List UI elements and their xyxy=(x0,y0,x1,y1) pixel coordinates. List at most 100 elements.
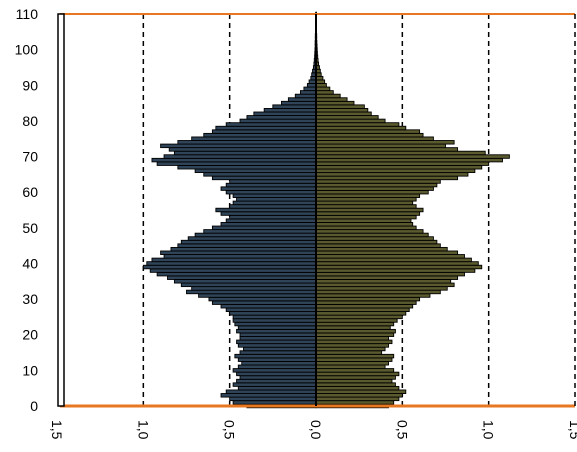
bar-right-age-9 xyxy=(315,371,400,377)
bar-right-age-87 xyxy=(315,93,341,99)
bar-right-age-88 xyxy=(315,90,334,95)
bar-right-age-24 xyxy=(315,318,398,323)
y-tick-label: 10 xyxy=(22,362,38,378)
bar-left-age-25 xyxy=(232,314,317,320)
bar-left-age-62 xyxy=(225,182,317,188)
bar-left-age-82 xyxy=(253,111,317,116)
bar-right-age-25 xyxy=(315,314,403,320)
bar-left-age-81 xyxy=(246,115,317,120)
bar-right-age-72 xyxy=(315,147,459,152)
x-tick-label: 1,0 xyxy=(481,420,497,440)
bar-left-age-24 xyxy=(232,318,317,323)
bar-left-age-3 xyxy=(220,393,317,398)
bar-right-age-56 xyxy=(315,204,417,209)
bar-right-age-44 xyxy=(315,246,448,252)
bar-right-age-11 xyxy=(315,364,386,370)
y-tick-label: 70 xyxy=(22,149,38,165)
bar-left-age-71 xyxy=(173,150,317,156)
bar-right-age-16 xyxy=(315,346,386,352)
bar-left-age-85 xyxy=(281,100,317,106)
bar-right-age-55 xyxy=(315,207,424,213)
bar-left-age-19 xyxy=(239,336,317,341)
bar-left-age-60 xyxy=(225,189,317,195)
bar-left-age-18 xyxy=(236,339,317,345)
bar-left-age-87 xyxy=(294,93,317,99)
bar-right-age-23 xyxy=(315,321,395,327)
bar-left-age-88 xyxy=(300,90,317,95)
bar-right-age-19 xyxy=(315,336,389,341)
bar-left-age-30 xyxy=(208,296,317,302)
bar-left-age-22 xyxy=(237,325,317,330)
x-tick-label: 1,5 xyxy=(49,420,65,440)
bar-left-age-16 xyxy=(243,346,317,352)
bar-right-age-43 xyxy=(315,250,459,255)
bar-right-age-37 xyxy=(315,271,465,277)
bar-left-age-2 xyxy=(229,396,317,402)
y-tick-label: 30 xyxy=(22,291,38,307)
x-tick-label: 1,5 xyxy=(567,420,577,440)
y-tick-label: 110 xyxy=(16,6,39,22)
bar-left-age-28 xyxy=(220,304,317,309)
bar-left-age-7 xyxy=(236,378,317,384)
bar-right-age-26 xyxy=(315,311,407,316)
bar-left-age-5 xyxy=(237,385,317,391)
bar-left-age-4 xyxy=(225,389,317,394)
bar-left-age-45 xyxy=(177,243,317,248)
bar-left-age-55 xyxy=(215,207,317,213)
bar-right-age-46 xyxy=(315,239,438,245)
bar-right-age-77 xyxy=(315,129,421,134)
bar-left-age-15 xyxy=(239,350,317,355)
bar-left-age-73 xyxy=(160,143,317,149)
bar-right-age-29 xyxy=(315,300,417,305)
bar-left-age-12 xyxy=(241,361,317,366)
bar-right-age-45 xyxy=(315,243,441,248)
bar-left-age-37 xyxy=(156,271,317,277)
bar-left-age-43 xyxy=(160,250,317,255)
bar-right-age-20 xyxy=(315,332,395,337)
plot-frame xyxy=(57,13,576,408)
bar-left-age-75 xyxy=(191,136,317,141)
bar-left-age-58 xyxy=(236,197,317,202)
bar-left-age-50 xyxy=(211,225,317,231)
bar-right-age-68 xyxy=(315,161,490,166)
bar-right-age-27 xyxy=(315,307,410,312)
bar-right-age-69 xyxy=(315,157,503,163)
bar-left-age-26 xyxy=(229,311,317,316)
bar-left-age-67 xyxy=(177,165,317,170)
bar-right-age-91 xyxy=(315,79,326,84)
bar-right-age-6 xyxy=(315,382,396,387)
bar-right-age-90 xyxy=(315,83,327,88)
bar-right-age-33 xyxy=(315,286,448,291)
bar-right-age-81 xyxy=(315,115,379,120)
bar-right-age-14 xyxy=(315,353,395,359)
bar-right-age-32 xyxy=(315,289,441,295)
bar-right-age-57 xyxy=(315,200,414,206)
bar-left-age-78 xyxy=(215,125,317,131)
bar-left-age-79 xyxy=(225,122,317,127)
bar-left-age-59 xyxy=(232,193,317,198)
bar-right-age-84 xyxy=(315,104,365,109)
x-tick-label: 0,5 xyxy=(394,420,410,440)
bar-left-age-52 xyxy=(225,218,317,223)
bar-right-age-4 xyxy=(315,389,407,394)
bar-left-age-47 xyxy=(187,236,317,241)
right-series-bars xyxy=(315,11,510,409)
bar-left-age-57 xyxy=(232,200,317,206)
bar-right-age-79 xyxy=(315,122,400,127)
bar-left-age-20 xyxy=(239,332,317,337)
bar-right-age-2 xyxy=(315,396,400,402)
bar-left-age-40 xyxy=(146,261,317,266)
bar-left-age-51 xyxy=(220,222,317,227)
bar-right-age-61 xyxy=(315,186,434,191)
bar-left-age-34 xyxy=(180,282,317,288)
bar-right-age-3 xyxy=(315,393,403,398)
bar-right-age-71 xyxy=(315,150,486,156)
bar-right-age-73 xyxy=(315,143,446,149)
bar-left-age-74 xyxy=(177,140,317,145)
y-axis-ticks: 0 10 20 30 40 50 60 70 80 90 100 110 xyxy=(15,6,39,414)
bar-left-age-9 xyxy=(236,371,317,377)
y-tick-label: 40 xyxy=(22,255,38,271)
bar-left-age-27 xyxy=(225,307,317,312)
bar-left-age-1 xyxy=(232,400,317,405)
